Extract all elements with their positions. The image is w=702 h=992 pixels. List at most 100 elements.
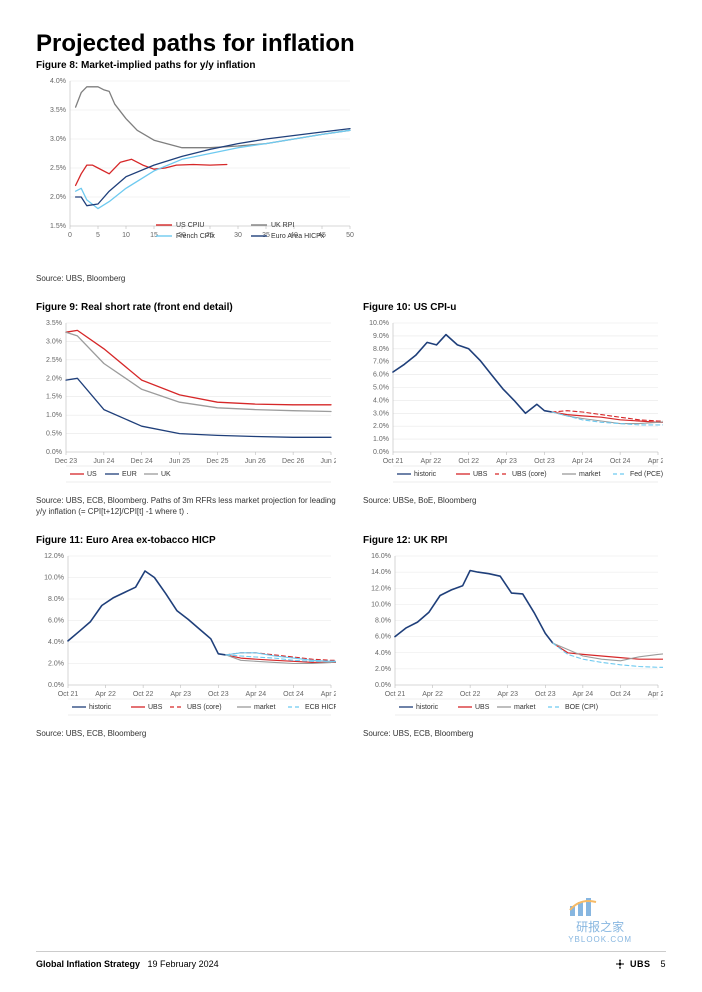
svg-text:6.0%: 6.0% [375,634,391,641]
svg-text:10.0%: 10.0% [371,602,391,609]
svg-text:3.0%: 3.0% [46,339,62,346]
svg-text:30: 30 [234,232,242,239]
svg-text:Jun 27: Jun 27 [320,458,336,465]
svg-text:8.0%: 8.0% [373,346,389,353]
page-footer: Global Inflation Strategy 19 February 20… [36,951,666,970]
svg-text:Oct 24: Oct 24 [610,458,631,465]
svg-text:UBS: UBS [148,704,163,711]
fig10-chart: 0.0%1.0%2.0%3.0%4.0%5.0%6.0%7.0%8.0%9.0%… [363,317,666,492]
fig11-chart: 0.0%2.0%4.0%6.0%8.0%10.0%12.0%Oct 21Apr … [36,550,339,725]
fig9-caption: Figure 9: Real short rate (front end det… [36,302,339,313]
svg-text:Oct 22: Oct 22 [460,691,481,698]
svg-text:Fed (PCE): Fed (PCE) [630,471,663,478]
svg-text:UBS (core): UBS (core) [512,471,547,478]
svg-text:1.5%: 1.5% [50,223,66,230]
svg-text:1.5%: 1.5% [46,394,62,401]
svg-text:6.0%: 6.0% [48,618,64,625]
svg-text:14.0%: 14.0% [371,569,391,576]
svg-text:Oct 23: Oct 23 [535,691,556,698]
fig11-caption: Figure 11: Euro Area ex-tobacco HICP [36,535,339,546]
svg-text:French CPIx: French CPIx [176,233,215,240]
svg-text:Apr 24: Apr 24 [572,458,593,465]
fig8-chart: 1.5%2.0%2.5%3.0%3.5%4.0%0510152025303540… [36,75,666,270]
watermark-cn: 研报之家 [568,918,632,935]
watermark: 研报之家 YBLOOK.COM [568,896,632,944]
svg-text:4.0%: 4.0% [373,398,389,405]
svg-text:3.5%: 3.5% [50,107,66,114]
svg-text:8.0%: 8.0% [375,618,391,625]
footer-date-text: 19 February 2024 [148,959,219,969]
watermark-icon [568,896,608,918]
svg-text:ECB HICP (core): ECB HICP (core) [305,704,336,711]
svg-text:BOE (CPI): BOE (CPI) [565,704,598,711]
svg-text:6.0%: 6.0% [373,372,389,379]
svg-text:3.0%: 3.0% [373,411,389,418]
svg-text:historic: historic [89,704,112,711]
svg-text:Oct 21: Oct 21 [58,691,79,698]
svg-text:2.0%: 2.0% [46,376,62,383]
svg-text:US CPIU: US CPIU [176,222,204,229]
svg-text:4.0%: 4.0% [50,78,66,85]
fig10-source: Source: UBSe, BoE, Bloomberg [363,496,666,506]
svg-text:UK RPI: UK RPI [271,222,294,229]
svg-text:3.0%: 3.0% [50,136,66,143]
footer-brand: UBS [630,959,651,969]
svg-text:0.0%: 0.0% [46,449,62,456]
fig10-caption: Figure 10: US CPI-u [363,302,666,313]
svg-text:12.0%: 12.0% [44,553,64,560]
fig9-chart: 0.0%0.5%1.0%1.5%2.0%2.5%3.0%3.5%Dec 23Ju… [36,317,339,492]
fig8-source: Source: UBS, Bloomberg [36,274,666,284]
svg-text:9.0%: 9.0% [373,333,389,340]
svg-text:Jun 25: Jun 25 [169,458,190,465]
figure-11: Figure 11: Euro Area ex-tobacco HICP 0.0… [36,535,339,739]
watermark-en: YBLOOK.COM [568,935,632,944]
svg-text:EUR: EUR [122,471,137,478]
svg-text:Apr 25: Apr 25 [648,691,663,698]
ubs-logo-icon [614,958,626,970]
svg-text:10: 10 [122,232,130,239]
svg-text:Apr 22: Apr 22 [421,458,442,465]
svg-text:Dec 25: Dec 25 [206,458,228,465]
svg-text:UBS: UBS [475,704,490,711]
svg-text:Dec 24: Dec 24 [131,458,153,465]
svg-text:12.0%: 12.0% [371,585,391,592]
svg-text:UK: UK [161,471,171,478]
figure-12: Figure 12: UK RPI 0.0%2.0%4.0%6.0%8.0%10… [363,535,666,739]
svg-text:1.0%: 1.0% [373,436,389,443]
svg-text:historic: historic [416,704,439,711]
svg-text:Dec 23: Dec 23 [55,458,77,465]
fig12-source: Source: UBS, ECB, Bloomberg [363,729,666,739]
svg-text:market: market [579,471,600,478]
fig9-source: Source: UBS, ECB, Bloomberg. Paths of 3m… [36,496,339,517]
svg-text:UBS: UBS [473,471,488,478]
svg-text:Oct 22: Oct 22 [458,458,479,465]
svg-text:Oct 24: Oct 24 [283,691,304,698]
svg-text:Jun 26: Jun 26 [245,458,266,465]
footer-page-num: 5 [660,959,666,969]
svg-text:Oct 23: Oct 23 [208,691,229,698]
svg-text:Dec 26: Dec 26 [282,458,304,465]
svg-text:Apr 25: Apr 25 [648,458,663,465]
svg-text:10.0%: 10.0% [44,575,64,582]
svg-text:market: market [514,704,535,711]
svg-text:0.0%: 0.0% [375,682,391,689]
svg-text:Oct 24: Oct 24 [610,691,631,698]
page-title: Projected paths for inflation [36,30,666,58]
svg-text:2.0%: 2.0% [48,661,64,668]
svg-text:Apr 23: Apr 23 [170,691,191,698]
svg-text:US: US [87,471,97,478]
figure-8: Figure 8: Market-implied paths for y/y i… [36,60,666,284]
svg-text:5.0%: 5.0% [373,385,389,392]
svg-text:0.0%: 0.0% [48,682,64,689]
svg-text:Oct 21: Oct 21 [383,458,404,465]
footer-left: Global Inflation Strategy 19 February 20… [36,959,219,969]
svg-text:Apr 22: Apr 22 [95,691,116,698]
svg-text:Oct 23: Oct 23 [534,458,555,465]
svg-text:2.0%: 2.0% [373,424,389,431]
fig11-source: Source: UBS, ECB, Bloomberg [36,729,339,739]
fig12-caption: Figure 12: UK RPI [363,535,666,546]
svg-text:0: 0 [68,232,72,239]
svg-text:Apr 25: Apr 25 [321,691,336,698]
svg-text:10.0%: 10.0% [369,320,389,327]
footer-doc-title: Global Inflation Strategy [36,959,140,969]
